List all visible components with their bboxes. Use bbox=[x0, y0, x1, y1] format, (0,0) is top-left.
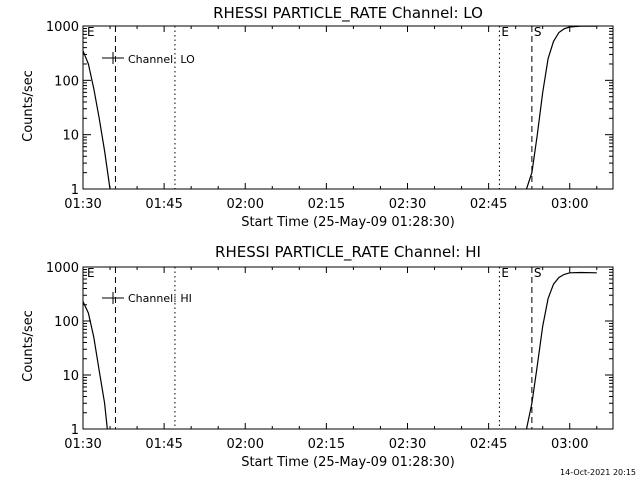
lo-y-tick-label: 1 bbox=[71, 183, 79, 198]
lo-y-tick-label: 100 bbox=[54, 74, 79, 89]
lo-channel-panel: RHESSI PARTICLE_RATE Channel: LO Start T… bbox=[21, 4, 614, 230]
lo-x-tick-label: 01:45 bbox=[145, 197, 182, 212]
lo-x-tick-label: 01:30 bbox=[64, 197, 101, 212]
lo-plot-title: RHESSI PARTICLE_RATE Channel: LO bbox=[213, 4, 483, 23]
hi-y-tick-label: 10 bbox=[62, 369, 79, 384]
hi-x-tick-label: 01:45 bbox=[145, 437, 182, 452]
hi-x-tick-label: 02:45 bbox=[470, 437, 507, 452]
lo-x-tick-label: 03:00 bbox=[551, 197, 588, 212]
hi-channel-panel: RHESSI PARTICLE_RATE Channel: HI Start T… bbox=[21, 243, 614, 470]
hi-series-line bbox=[525, 271, 597, 430]
lo-y-tick-label: 10 bbox=[62, 129, 79, 144]
hi-plot-title: RHESSI PARTICLE_RATE Channel: HI bbox=[215, 243, 481, 262]
lo-x-axis-label: Start Time (25-May-09 01:28:30) bbox=[241, 215, 455, 230]
lo-x-tick-label: 02:15 bbox=[308, 197, 345, 212]
hi-event-marker-label: S bbox=[534, 266, 542, 280]
lo-series-line bbox=[525, 25, 597, 190]
lo-x-tick-label: 02:00 bbox=[227, 197, 264, 212]
hi-y-tick-label: 1 bbox=[71, 423, 79, 438]
lo-event-marker-label: S bbox=[534, 25, 542, 39]
hi-x-tick-label: 02:30 bbox=[389, 437, 426, 452]
generation-timestamp: 14-Oct-2021 20:15 bbox=[560, 468, 636, 477]
hi-event-marker-label: E bbox=[501, 266, 509, 280]
lo-y-tick-label: 1000 bbox=[46, 20, 79, 35]
hi-x-tick-label: 02:15 bbox=[308, 437, 345, 452]
hi-series-line bbox=[82, 301, 108, 430]
lo-y-axis-label: Counts/sec bbox=[21, 70, 36, 142]
lo-event-marker-label: E bbox=[87, 25, 95, 39]
lo-event-marker-label: E bbox=[501, 25, 509, 39]
hi-x-tick-label: 02:00 bbox=[227, 437, 264, 452]
hi-x-axis-label: Start Time (25-May-09 01:28:30) bbox=[241, 455, 455, 470]
hi-y-axis-label: Counts/sec bbox=[21, 310, 36, 382]
lo-legend-label: Channel: LO bbox=[128, 53, 195, 66]
hi-legend-label: Channel: HI bbox=[128, 292, 192, 305]
hi-x-tick-label: 03:00 bbox=[551, 437, 588, 452]
hi-event-marker-label: E bbox=[87, 266, 95, 280]
hi-y-tick-label: 1000 bbox=[46, 261, 79, 276]
lo-series-line bbox=[82, 50, 111, 190]
hi-y-tick-label: 100 bbox=[54, 315, 79, 330]
lo-x-tick-label: 02:30 bbox=[389, 197, 426, 212]
lo-x-tick-label: 02:45 bbox=[470, 197, 507, 212]
hi-x-tick-label: 01:30 bbox=[64, 437, 101, 452]
